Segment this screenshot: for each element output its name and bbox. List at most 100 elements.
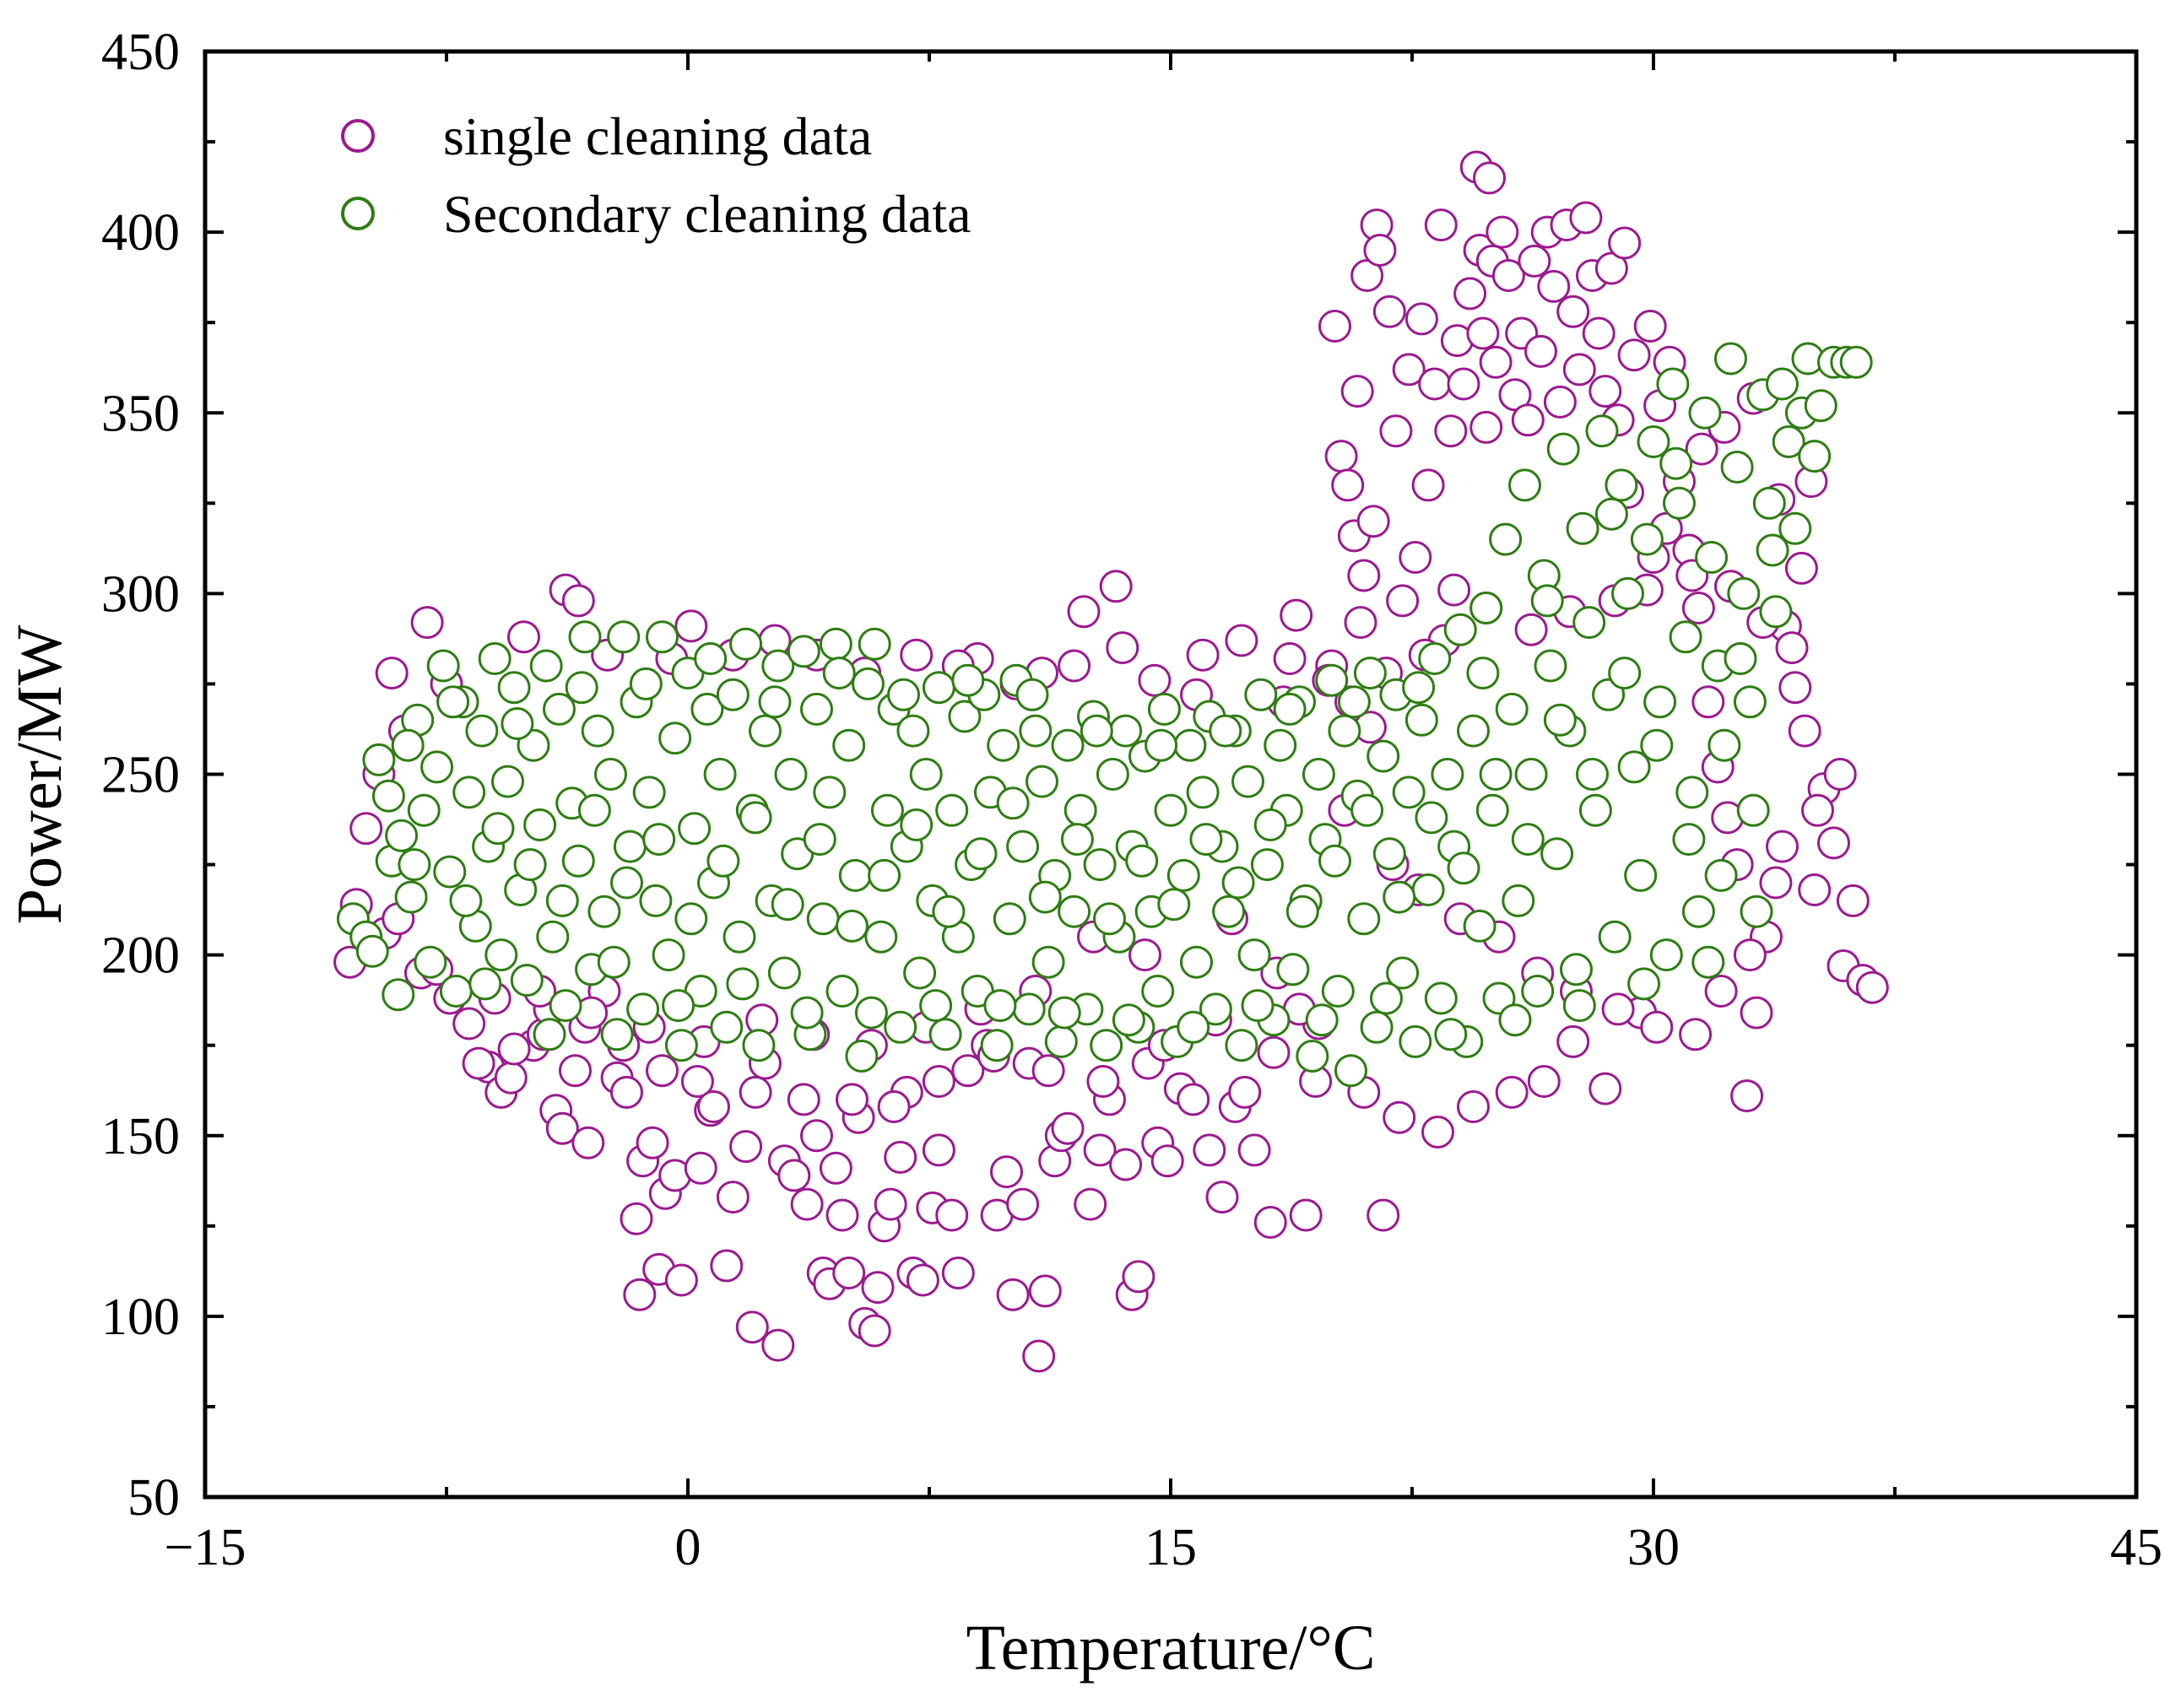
data-point xyxy=(1347,559,1381,592)
data-point xyxy=(565,671,598,705)
data-point xyxy=(1154,793,1188,827)
data-point xyxy=(1296,1040,1329,1073)
data-point xyxy=(646,620,679,654)
data-point xyxy=(561,844,595,878)
data-point xyxy=(1669,620,1702,654)
data-point xyxy=(1562,989,1596,1023)
data-point xyxy=(1443,613,1477,646)
data-point xyxy=(1502,884,1535,917)
data-point xyxy=(510,964,544,997)
data-point xyxy=(1186,638,1220,672)
data-point xyxy=(1736,793,1770,827)
data-point xyxy=(1086,1065,1120,1098)
data-point xyxy=(529,649,563,683)
data-point xyxy=(832,1257,866,1289)
data-point xyxy=(1518,244,1551,278)
data-point xyxy=(1150,1144,1184,1178)
data-point xyxy=(607,620,641,654)
data-point xyxy=(1289,1198,1323,1232)
data-point xyxy=(1685,432,1718,466)
data-point xyxy=(414,945,447,979)
data-point xyxy=(739,801,772,835)
data-point xyxy=(941,1257,975,1289)
data-point xyxy=(587,895,621,928)
data-point xyxy=(1253,1206,1287,1239)
data-point xyxy=(800,1119,833,1153)
data-point xyxy=(1855,970,1889,1004)
data-point xyxy=(1022,1339,1056,1373)
data-point xyxy=(1244,678,1278,711)
data-point xyxy=(1608,657,1642,690)
data-point xyxy=(1514,613,1548,646)
data-point xyxy=(1193,1133,1226,1167)
data-point xyxy=(1173,728,1207,762)
data-point xyxy=(1418,642,1452,675)
data-point xyxy=(1724,642,1757,675)
data-point xyxy=(536,920,570,954)
data-point xyxy=(1463,909,1496,943)
data-point xyxy=(1543,703,1577,737)
data-point xyxy=(726,967,760,1001)
data-point xyxy=(1063,793,1097,827)
data-point xyxy=(1353,657,1387,690)
data-point xyxy=(932,895,966,928)
data-point xyxy=(767,956,801,990)
data-point xyxy=(1695,541,1729,574)
data-point xyxy=(426,649,460,683)
data-point xyxy=(1804,389,1837,423)
data-point xyxy=(1540,837,1574,871)
data-point xyxy=(1112,1003,1145,1037)
data-point xyxy=(1099,570,1133,603)
data-point xyxy=(1608,226,1642,260)
data-point xyxy=(919,989,953,1023)
data-point xyxy=(870,793,904,827)
data-point xyxy=(1617,750,1651,784)
data-point xyxy=(906,1263,939,1297)
data-point xyxy=(1679,1018,1713,1051)
data-point xyxy=(1177,1083,1210,1116)
data-point xyxy=(1633,310,1667,343)
data-point xyxy=(385,819,419,852)
data-point xyxy=(1315,663,1349,697)
data-point xyxy=(1624,858,1658,892)
data-point xyxy=(935,793,969,827)
data-point xyxy=(355,934,389,968)
data-point xyxy=(636,1126,669,1159)
data-point xyxy=(1411,468,1445,502)
data-point xyxy=(1489,522,1523,556)
data-point xyxy=(1372,295,1406,328)
data-point xyxy=(1157,888,1191,922)
data-point xyxy=(1026,765,1058,798)
data-point xyxy=(900,638,934,672)
data-point xyxy=(1318,844,1351,878)
legend: single cleaning data Secondary cleaning … xyxy=(341,106,971,244)
data-point xyxy=(774,758,808,791)
y-tick-labels: 50 100 150 200 250 300 350 400 450 xyxy=(101,24,180,1527)
data-point xyxy=(1273,642,1307,675)
data-point xyxy=(1106,631,1139,665)
data-point xyxy=(1704,975,1738,1008)
data-point xyxy=(433,855,467,889)
data-point xyxy=(1199,992,1232,1026)
data-point xyxy=(1817,826,1850,860)
data-point xyxy=(787,1083,820,1116)
data-point xyxy=(1399,1024,1432,1058)
data-point xyxy=(1649,938,1683,972)
data-point xyxy=(1495,1075,1529,1109)
data-point xyxy=(697,1090,730,1123)
data-point xyxy=(761,649,795,683)
data-point xyxy=(922,671,955,705)
data-point xyxy=(1257,1035,1291,1069)
data-point xyxy=(1125,844,1159,878)
data-point xyxy=(742,1029,776,1062)
data-point xyxy=(559,1054,592,1088)
data-point xyxy=(877,1090,911,1123)
data-point xyxy=(1334,1054,1367,1088)
data-point xyxy=(710,1010,744,1044)
data-point xyxy=(1775,631,1809,665)
data-point xyxy=(1588,1072,1622,1105)
data-point xyxy=(806,902,840,936)
data-point xyxy=(1434,414,1468,448)
data-point xyxy=(1546,432,1580,466)
